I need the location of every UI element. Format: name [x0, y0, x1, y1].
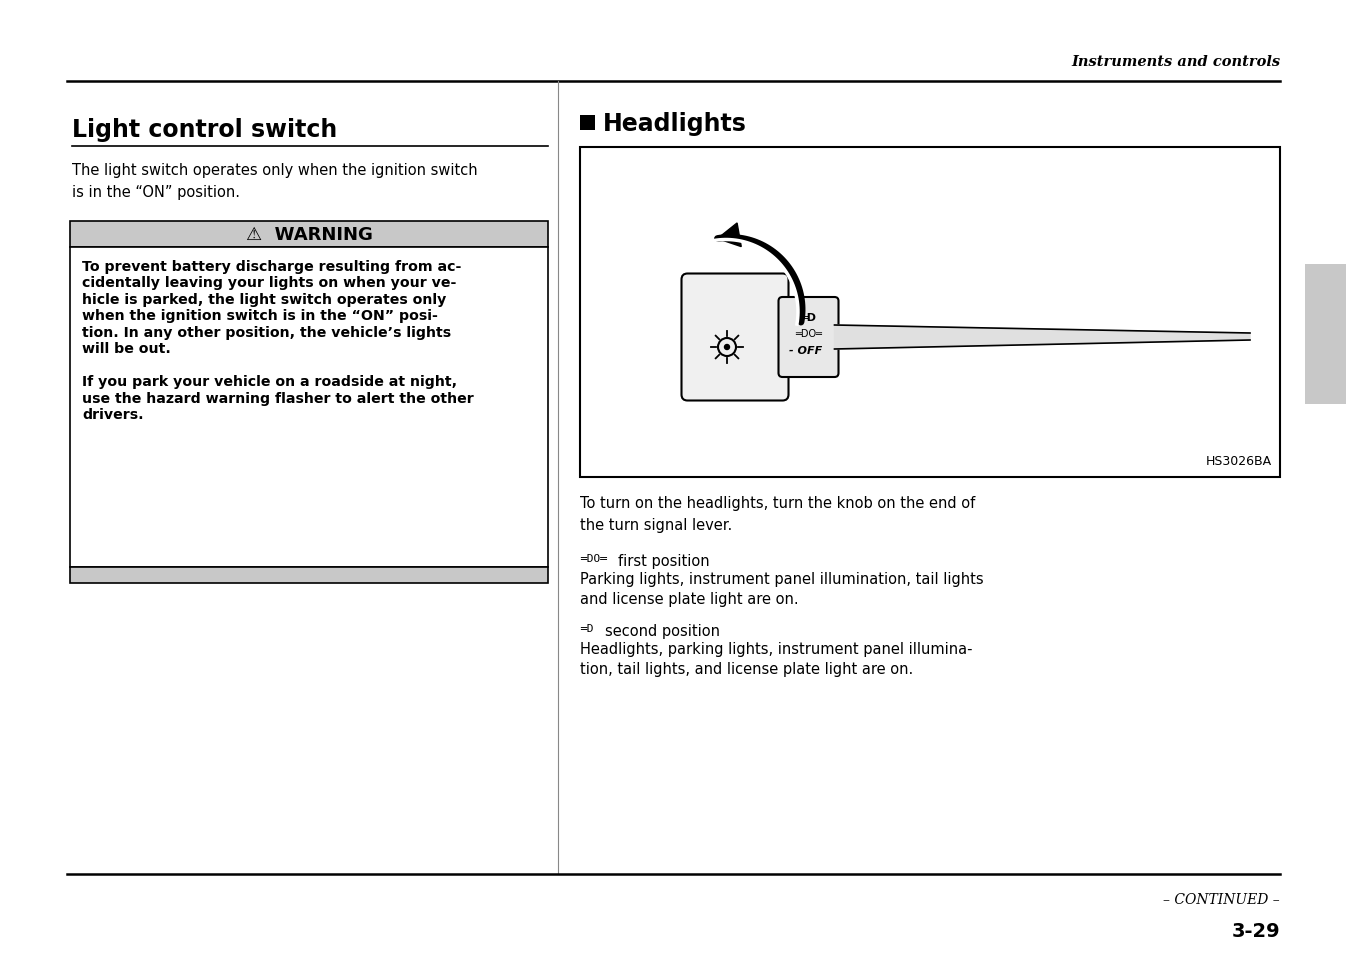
Text: will be out.: will be out. — [82, 342, 171, 356]
Text: Light control switch: Light control switch — [71, 118, 338, 142]
Text: To turn on the headlights, turn the knob on the end of
the turn signal lever.: To turn on the headlights, turn the knob… — [580, 496, 976, 532]
Text: Parking lights, instrument panel illumination, tail lights
and license plate lig: Parking lights, instrument panel illumin… — [580, 572, 984, 607]
Bar — [70, 248, 548, 567]
Bar — [70, 222, 548, 248]
Text: - OFF: - OFF — [789, 346, 822, 355]
FancyBboxPatch shape — [778, 297, 839, 377]
Bar — [580, 148, 1280, 477]
Text: hicle is parked, the light switch operates only: hicle is parked, the light switch operat… — [82, 293, 447, 307]
Text: second position: second position — [604, 623, 720, 639]
Text: use the hazard warning flasher to alert the other: use the hazard warning flasher to alert … — [82, 392, 474, 406]
Text: Headlights, parking lights, instrument panel illumina-
tion, tail lights, and li: Headlights, parking lights, instrument p… — [580, 641, 973, 677]
Text: tion. In any other position, the vehicle’s lights: tion. In any other position, the vehicle… — [82, 326, 451, 339]
Text: drivers.: drivers. — [82, 408, 144, 422]
Text: If you park your vehicle on a roadside at night,: If you park your vehicle on a roadside a… — [82, 375, 458, 389]
Text: Headlights: Headlights — [603, 112, 747, 136]
Bar — [70, 567, 548, 583]
Text: Instruments and controls: Instruments and controls — [1071, 55, 1280, 69]
Text: when the ignition switch is in the “ON” posi-: when the ignition switch is in the “ON” … — [82, 309, 437, 323]
Bar — [1306, 265, 1346, 405]
Text: ═DO═: ═DO═ — [795, 329, 822, 338]
Bar — [580, 116, 595, 131]
Text: The light switch operates only when the ignition switch
is in the “ON” position.: The light switch operates only when the … — [71, 163, 478, 199]
Text: first position: first position — [618, 554, 709, 568]
FancyBboxPatch shape — [681, 274, 789, 401]
Polygon shape — [835, 326, 1250, 350]
Circle shape — [724, 345, 730, 350]
Text: 3-29: 3-29 — [1232, 922, 1280, 941]
Text: – CONTINUED –: – CONTINUED – — [1163, 892, 1280, 906]
Text: ═D: ═D — [580, 623, 594, 634]
Text: ═DO═: ═DO═ — [580, 554, 607, 563]
Text: ═D: ═D — [801, 313, 817, 323]
Text: HS3026BA: HS3026BA — [1206, 455, 1272, 468]
Text: ⚠  WARNING: ⚠ WARNING — [245, 226, 373, 244]
Text: To prevent battery discharge resulting from ac-: To prevent battery discharge resulting f… — [82, 260, 462, 274]
Text: cidentally leaving your lights on when your ve-: cidentally leaving your lights on when y… — [82, 276, 456, 291]
Polygon shape — [717, 224, 742, 248]
